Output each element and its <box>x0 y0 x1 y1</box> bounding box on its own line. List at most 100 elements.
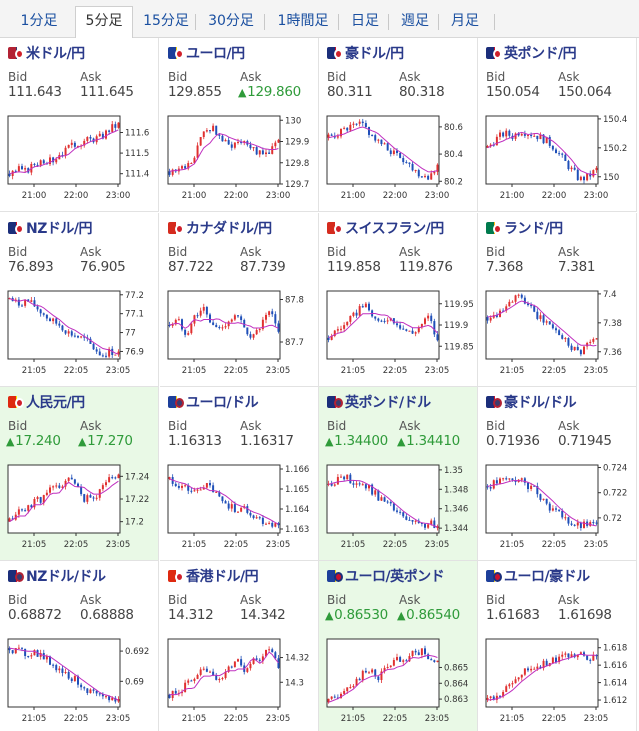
chart-link[interactable]: 1.35 1.348 1.346 1.344 21:05 22:05 23:05 <box>325 461 473 551</box>
pair-link[interactable]: 英ポンド/ドル <box>327 393 431 411</box>
pair-link[interactable]: カナダドル/円 <box>168 219 272 237</box>
bid-text: 119.858 <box>327 259 381 275</box>
candle-body <box>117 474 120 479</box>
pair-link[interactable]: NZドル/円 <box>8 219 92 237</box>
y-tick-label: 0.69 <box>125 677 144 687</box>
chart-link[interactable]: 119.95 119.9 119.85 21:05 22:05 23:05 <box>325 287 473 377</box>
candle-body <box>212 125 215 132</box>
x-tick-label: 23:00 <box>425 191 450 201</box>
candle-body <box>227 666 230 672</box>
pair-link[interactable]: スイスフラン/円 <box>327 219 444 237</box>
candle-body <box>277 523 280 526</box>
ask-value: ▲129.860 <box>238 84 301 100</box>
tab-7[interactable]: 月足 <box>451 13 479 29</box>
bid-label: Bid <box>486 245 506 259</box>
ask-value: ▲17.270 <box>78 433 133 449</box>
pair-link[interactable]: 香港ドル/円 <box>168 567 259 585</box>
pair-link[interactable]: ユーロ/豪ドル <box>486 567 590 585</box>
candle-body <box>11 650 14 654</box>
candle-body <box>514 679 517 684</box>
candle-body <box>196 145 199 158</box>
pair-name: カナダドル/円 <box>186 221 272 237</box>
candle-body <box>24 299 27 306</box>
pair-link[interactable]: ユーロ/英ポンド <box>327 567 445 585</box>
pair-link[interactable]: 米ドル/円 <box>8 44 85 62</box>
candle-body <box>399 325 402 329</box>
chart-link[interactable]: 150.4 150.2 150 21:00 22:00 23:00 <box>484 112 632 202</box>
pair-link[interactable]: ユーロ/ドル <box>168 393 259 411</box>
candle-body <box>101 133 104 139</box>
bid-label: Bid <box>8 245 28 259</box>
candle-body <box>536 135 539 140</box>
ask-label: Ask <box>399 245 421 259</box>
candle-body <box>233 661 236 667</box>
chart-link[interactable]: 7.4 7.38 7.36 21:05 22:05 23:05 <box>484 287 632 377</box>
pair-link[interactable]: NZドル/ドル <box>8 567 106 585</box>
candle-body <box>495 695 498 700</box>
x-tick-label: 23:05 <box>106 366 131 376</box>
candle-body <box>436 334 439 341</box>
chart-link[interactable]: 87.8 87.7 21:05 22:05 23:05 <box>166 287 314 377</box>
y-tick-label: 1.166 <box>285 465 309 475</box>
candle-body <box>21 509 23 511</box>
candle-body <box>364 484 367 489</box>
moving-average-line <box>9 647 119 701</box>
bid-label: Bid <box>486 70 506 84</box>
bid-text: 76.893 <box>8 259 54 275</box>
pair-link[interactable]: ランド/円 <box>486 219 563 237</box>
ask-value: 76.905 <box>80 259 126 275</box>
tab-1[interactable]: 5分足 <box>75 6 133 39</box>
chart-link[interactable]: 0.692 0.69 21:05 22:05 23:05 <box>6 635 154 725</box>
ask-value: 150.064 <box>558 84 612 100</box>
chart-link[interactable]: 1.166 1.165 1.164 1.163 21:05 22:05 23:05 <box>166 461 314 551</box>
candle-body <box>221 327 224 329</box>
bid-text: 150.054 <box>486 84 540 100</box>
candle-body <box>101 485 104 490</box>
chart-link[interactable]: 14.32 14.3 21:05 22:05 23:05 <box>166 635 314 725</box>
pair-link[interactable]: 人民元/円 <box>8 393 85 411</box>
chart-link[interactable]: 0.724 0.722 0.72 21:05 22:05 23:05 <box>484 461 632 551</box>
chart-link[interactable]: 0.865 0.864 0.863 21:05 22:05 23:05 <box>325 635 473 725</box>
tab-6[interactable]: 週足 <box>401 13 429 29</box>
candle-body <box>558 509 561 511</box>
chart-link[interactable]: 130 129.9 129.8 129.7 21:00 22:00 23:00 <box>166 112 314 202</box>
candle-body <box>377 676 380 681</box>
tab-5[interactable]: 日足 <box>351 13 379 29</box>
candle-body <box>383 320 386 322</box>
pair-name: ユーロ/英ポンド <box>345 569 445 585</box>
pair-link[interactable]: 英ポンド/円 <box>486 44 577 62</box>
tab-2[interactable]: 15分足 <box>143 13 189 29</box>
candle-body <box>33 300 36 307</box>
tab-4[interactable]: 1時間足 <box>277 13 329 29</box>
pair-link[interactable]: 豪ドル/円 <box>327 44 404 62</box>
tab-3[interactable]: 30分足 <box>208 13 254 29</box>
y-tick-label: 111.6 <box>125 128 149 138</box>
candle-body <box>27 505 30 511</box>
moving-average-line <box>9 480 119 523</box>
pair-link[interactable]: 豪ドル/ドル <box>486 393 577 411</box>
candle-body <box>517 294 520 296</box>
candle-body <box>230 144 233 148</box>
candle-body <box>92 497 95 499</box>
chart-link[interactable]: 111.6 111.5 111.4 21:00 22:00 23:00 <box>6 112 154 202</box>
tab-0[interactable]: 1分足 <box>20 13 58 29</box>
chart-link[interactable]: 80.6 80.4 80.2 21:00 22:00 23:00 <box>325 112 473 202</box>
candle-body <box>70 477 73 480</box>
chart-link[interactable]: 77.2 77.1 77 76.9 21:05 22:05 23:05 <box>6 287 154 377</box>
bid-text: 87.722 <box>168 259 214 275</box>
candle-body <box>64 672 67 674</box>
candle-body <box>258 659 261 661</box>
x-tick-label: 22:05 <box>224 714 249 724</box>
bid-label: Bid <box>8 593 28 607</box>
bid-text: 1.61683 <box>486 607 540 623</box>
candle-body <box>520 674 523 678</box>
x-tick-label: 23:05 <box>584 366 609 376</box>
candle-body <box>586 173 589 181</box>
chart-link[interactable]: 1.618 1.616 1.614 1.612 21:05 22:05 23:05 <box>484 635 632 725</box>
candle-body <box>243 319 246 328</box>
y-tick-label: 130 <box>285 116 301 126</box>
candle-body <box>548 503 551 511</box>
ask-label: Ask <box>399 419 421 433</box>
chart-link[interactable]: 17.24 17.22 17.2 21:05 22:05 23:05 <box>6 461 154 551</box>
pair-link[interactable]: ユーロ/円 <box>168 44 245 62</box>
